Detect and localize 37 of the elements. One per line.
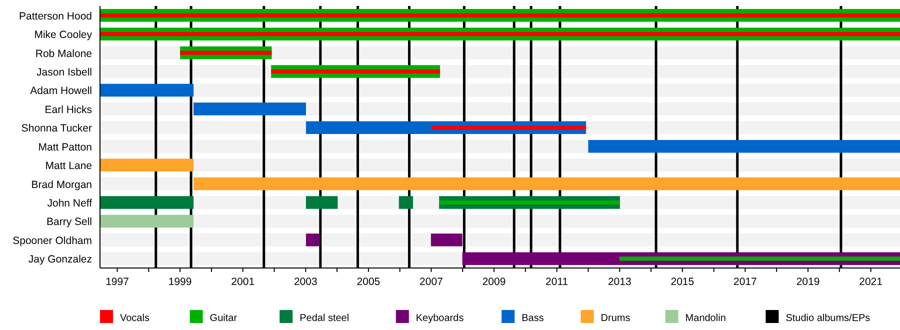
legend-label: Mandolin [685, 313, 726, 324]
y-tick-label: Matt Patton [38, 141, 92, 154]
x-tick-label: 2007 [420, 276, 444, 288]
x-tick-label: 2017 [734, 276, 758, 288]
y-tick-label: Barry Sell [46, 216, 92, 228]
y-tick-label: Jay Gonzalez [28, 254, 92, 266]
y-tick-label: Spooner Oldham [12, 234, 92, 247]
legend-label: Pedal steel [300, 313, 350, 324]
legend-label: Studio albums/EPs [786, 313, 870, 324]
y-tick-label: John Neff [47, 198, 92, 210]
legend-label: Bass [522, 313, 544, 324]
y-tick-label: Rob Malone [35, 48, 92, 60]
x-tick-label: 1997 [106, 276, 130, 288]
legend-label: Vocals [120, 313, 150, 324]
x-tick-label: 2011 [546, 276, 568, 288]
legend-label: Drums [600, 313, 630, 324]
x-tick-label: 2015 [670, 276, 694, 288]
x-tick-label: 1999 [168, 276, 192, 288]
bar [100, 13, 900, 18]
y-tick-label: Adam Howell [30, 85, 92, 98]
legend-label: Guitar [210, 313, 238, 324]
x-tick-label: 2001 [231, 276, 255, 288]
x-tick-label: 2005 [356, 276, 380, 288]
x-tick-label: 2019 [796, 276, 820, 288]
y-tick-label: Mike Cooley [34, 29, 93, 42]
y-tick-label: Earl Hicks [44, 104, 92, 116]
bar [100, 32, 900, 36]
x-tick-label: 2003 [294, 276, 318, 288]
y-tick-label: Matt Lane [45, 160, 92, 172]
y-tick-label: Shonna Tucker [21, 122, 92, 135]
x-tick-label: 2009 [482, 276, 506, 288]
x-tick-label: 2021 [859, 276, 883, 288]
y-tick-label: Patterson Hood [19, 10, 92, 22]
y-tick-label: Jason Isbell [36, 66, 92, 78]
legend-label: Keyboards [416, 313, 464, 324]
x-tick-label: 2013 [608, 276, 632, 288]
y-tick-label: Brad Morgan [31, 178, 92, 191]
